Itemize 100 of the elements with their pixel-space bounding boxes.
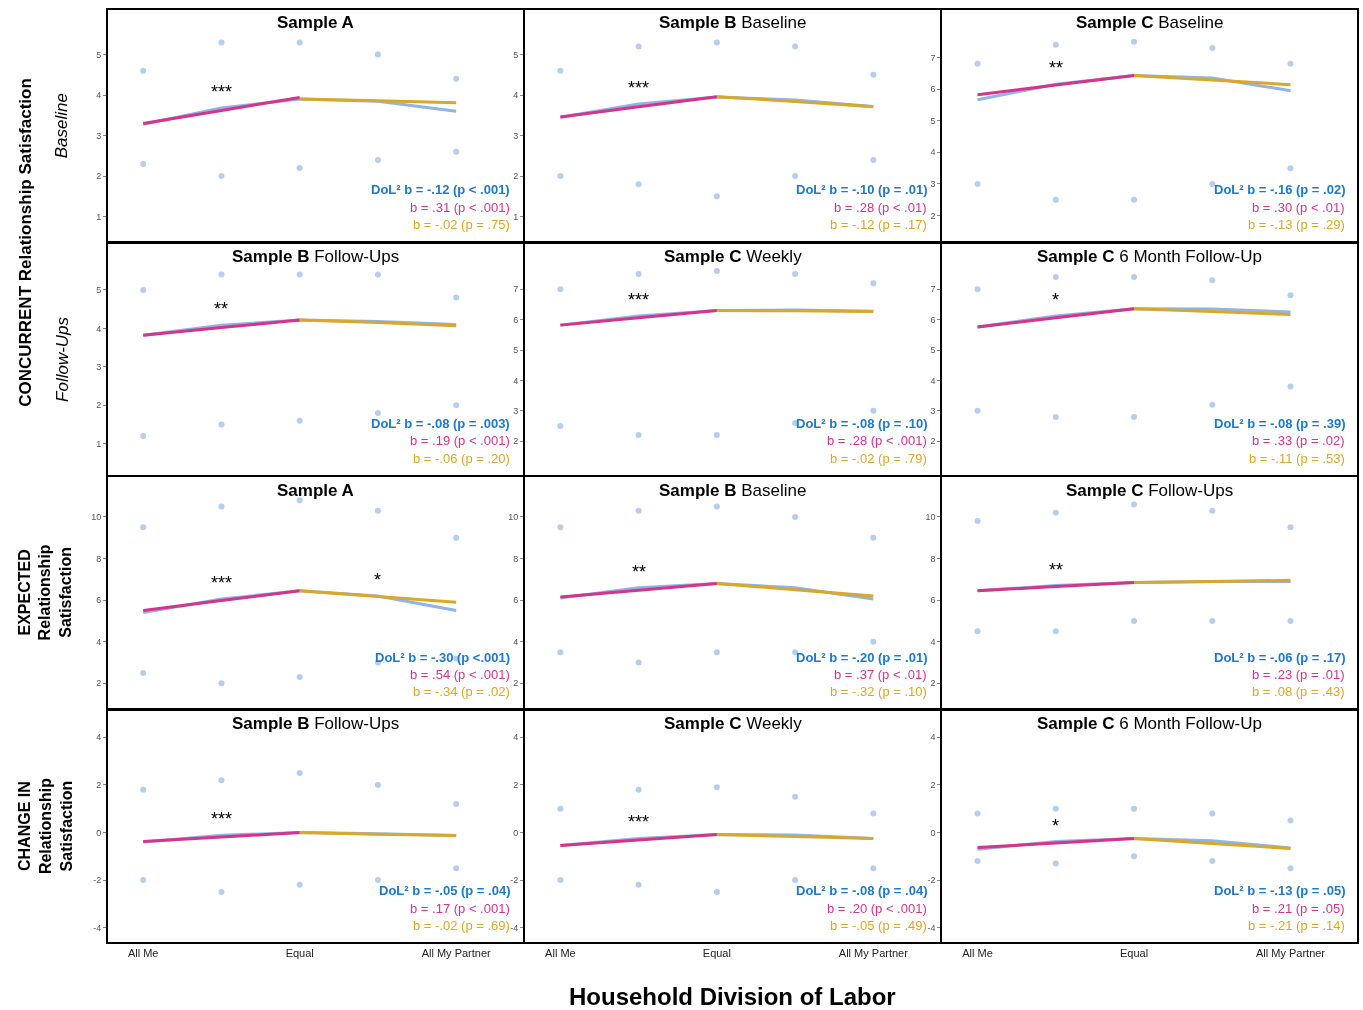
y-tick-label: 2: [513, 436, 519, 447]
chart-title: Sample C Weekly: [664, 247, 803, 266]
x-tick-label: All Me: [962, 947, 993, 960]
annotation: ***: [628, 812, 650, 832]
text: CHANGE IN Relationship Satisfaction: [16, 777, 75, 875]
annotation: b = -.02 (p = .69): [413, 918, 510, 933]
y-tick-label: 4: [930, 375, 936, 386]
y-tick-label: 6: [930, 314, 936, 325]
annotation: b = .54 (p < .001): [410, 667, 510, 682]
annotation: b = -.13 (p = .29): [1248, 217, 1345, 232]
x-tick-label: Equal: [1119, 947, 1149, 960]
chart-title: Sample A: [277, 481, 354, 500]
annotation: b = .23 (p = .01): [1252, 667, 1345, 682]
annotation: DoL² b = -.20 (p = .01): [796, 650, 928, 665]
annotation: b = -.34 (p = .02): [413, 684, 510, 699]
y-tick-label: 5: [930, 115, 936, 126]
y-tick-label: 10: [91, 512, 102, 523]
chart-title: Sample C Baseline: [1076, 13, 1224, 32]
y-tick-label: 8: [930, 553, 936, 564]
annotation: DoL² b = -.08 (p = .04): [796, 883, 928, 898]
y-tick-label: 3: [513, 130, 519, 141]
annotation: DoL² b = -.16 (p = .02): [1214, 182, 1346, 197]
annotation: b = -.11 (p = .53): [1249, 451, 1345, 466]
y-tick-label: 2: [96, 780, 102, 791]
chart-title: Sample B Baseline: [659, 13, 807, 32]
y-tick-label: 5: [513, 49, 519, 60]
annotation: ***: [628, 290, 650, 310]
annotation: DoL² b = -.08 (p = .003): [371, 416, 510, 431]
y-tick-label: 5: [96, 49, 102, 60]
y-tick-label: 2: [930, 436, 936, 447]
annotation: b = .33 (p = .02): [1252, 433, 1345, 448]
y-tick-label: 8: [513, 553, 519, 564]
annotation: *: [1052, 290, 1060, 310]
y-tick-label: 0: [513, 827, 519, 838]
annotation: b = .08 (p = .43): [1252, 684, 1345, 699]
annotation: DoL² b = -.08 (p = .39): [1214, 416, 1346, 431]
annotation: *: [1052, 816, 1060, 836]
annotation: ***: [628, 78, 650, 98]
y-tick-label: 2: [930, 780, 936, 791]
y-tick-label: 4: [513, 375, 519, 386]
y-tick-label: 0: [930, 827, 936, 838]
chart-title: Sample B Follow-Ups: [232, 714, 400, 733]
x-tick-label: All Me: [127, 947, 159, 960]
annotation: b = .28 (p < .01): [834, 200, 927, 215]
annotation: b = .37 (p < .01): [834, 667, 927, 682]
x-tick-label: Equal: [702, 947, 731, 960]
annotation: b = .19 (p < .001): [410, 433, 510, 448]
y-tick-label: 3: [513, 405, 519, 416]
y-tick-label: 4: [930, 732, 936, 743]
annotation: b = -.12 (p = .17): [830, 217, 927, 232]
y-tick-label: 4: [96, 732, 102, 743]
y-tick-label: 3: [96, 362, 102, 372]
annotation: b = -.05 (p = .49): [830, 918, 927, 933]
y-tick-label: -2: [927, 875, 936, 886]
y-tick-label: 2: [930, 678, 936, 689]
chart-title: Sample C 6 Month Follow-Up: [1037, 247, 1262, 266]
chart-title: Sample C Follow-Ups: [1066, 481, 1234, 500]
y-tick-label: 4: [96, 323, 102, 334]
annotation: b = .28 (p < .001): [827, 433, 927, 448]
y-tick-label: -2: [93, 875, 102, 886]
y-tick-label: 6: [513, 595, 519, 606]
y-tick-label: 7: [513, 284, 519, 295]
y-axis-title: Baseline: [52, 93, 72, 159]
y-tick-label: 1: [96, 438, 102, 449]
annotation: DoL² b = -.10 (p = .01): [796, 182, 928, 197]
y-tick-label: 8: [96, 553, 102, 564]
y-tick-label: 2: [513, 171, 519, 182]
annotation: DoL² b = -.08 (p = .10): [796, 416, 928, 431]
y-tick-label: 3: [930, 405, 936, 416]
chart-title: Sample C Weekly: [664, 714, 803, 733]
text: Household Division of Labor: [569, 983, 896, 1010]
annotation: **: [632, 562, 647, 582]
y-tick-label: 4: [930, 147, 936, 158]
y-tick-label: 4: [96, 90, 102, 101]
annotation: ***: [211, 82, 233, 102]
y-tick-label: 6: [513, 314, 519, 325]
annotation: b = -.21 (p = .14): [1248, 918, 1345, 933]
y-tick-label: 0: [96, 827, 102, 838]
y-tick-label: -4: [510, 922, 519, 933]
y-tick-label: 6: [930, 595, 936, 606]
y-axis-title: Follow-Ups: [52, 316, 72, 402]
annotation: DoL² b = -.30 (p <.001): [375, 650, 511, 665]
x-tick-label: All My Partner: [421, 947, 492, 960]
annotation: ***: [211, 573, 233, 593]
y-tick-label: 10: [508, 512, 519, 523]
x-tick-label: All My Partner: [1255, 947, 1326, 960]
y-tick-label: 4: [513, 636, 519, 647]
y-tick-label: 2: [96, 400, 102, 411]
y-tick-label: 2: [513, 780, 519, 791]
chart-title: Sample B Follow-Ups: [232, 247, 400, 266]
annotation: b = -.32 (p = .10): [830, 684, 927, 699]
y-tick-label: 10: [925, 512, 936, 523]
chart-title: Sample C 6 Month Follow-Up: [1037, 714, 1262, 733]
annotation: DoL² b = -.13 (p = .05): [1214, 883, 1346, 898]
y-tick-label: 4: [513, 732, 519, 743]
annotation: b = .31 (p < .001): [410, 200, 510, 215]
annotation: **: [214, 299, 229, 319]
annotation: ***: [211, 809, 233, 829]
annotation: b = .30 (p < .01): [1252, 200, 1345, 215]
x-tick-label: All My Partner: [838, 947, 909, 960]
